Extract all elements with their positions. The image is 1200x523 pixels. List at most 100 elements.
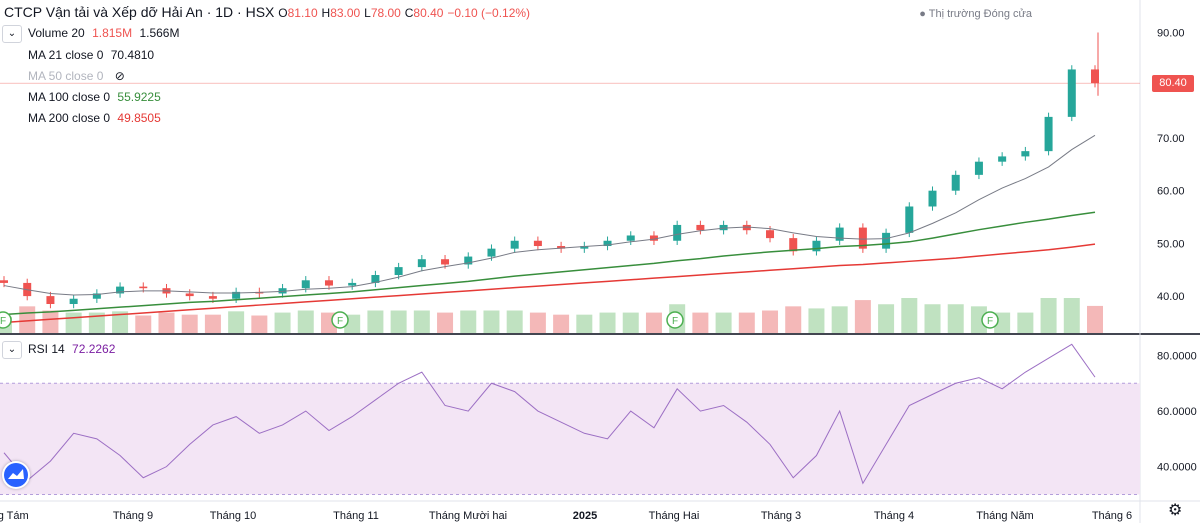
candle-body xyxy=(69,298,78,305)
chart-header: CTCP Vận tải và Xếp dỡ Hải An · 1D · HSX… xyxy=(4,4,530,20)
high-label: H xyxy=(321,6,331,20)
ma100-label: MA 100 close 0 xyxy=(28,90,111,104)
financials-marker-label: F xyxy=(337,316,343,327)
low-value: 78.00 xyxy=(370,6,401,20)
volume-bar xyxy=(506,310,523,333)
candle-body xyxy=(92,293,101,299)
volume-bar xyxy=(808,308,825,333)
ma50-legend[interactable]: MA 50 close 0 ⊘ xyxy=(28,69,125,83)
settings-gear-icon[interactable]: ⚙ xyxy=(1168,502,1183,519)
volume-bar xyxy=(622,312,639,333)
volume-bar xyxy=(1087,305,1103,333)
symbol-title: CTCP Vận tải và Xếp dỡ Hải An · 1D · HSX xyxy=(4,4,275,20)
candle-body xyxy=(487,248,496,257)
volume-bar xyxy=(204,314,221,333)
volume-bar xyxy=(181,314,198,333)
candle-body xyxy=(232,291,241,299)
candle-body xyxy=(673,224,682,241)
volume-bar xyxy=(297,310,314,333)
volume-bar xyxy=(1017,312,1034,333)
financials-marker-icon xyxy=(981,311,999,329)
hidden-eye-icon[interactable]: ⊘ xyxy=(114,69,125,83)
candle-body xyxy=(951,174,960,191)
collapse-rsi-button[interactable]: ⌄ xyxy=(2,341,22,359)
close-label: C xyxy=(404,6,414,20)
price-tick-label: 40.00 xyxy=(1157,291,1185,303)
financials-marker-icon xyxy=(331,311,349,329)
candle-body xyxy=(394,267,403,276)
volume-bar xyxy=(738,312,755,333)
collapse-legend-button[interactable]: ⌄ xyxy=(2,25,22,43)
logo-icon xyxy=(4,463,28,487)
time-tick-label: Tháng Mười hai xyxy=(429,510,507,522)
candle-body xyxy=(116,286,125,294)
ma100-line xyxy=(3,211,1096,316)
candle-body xyxy=(324,280,333,286)
volume-bar xyxy=(19,306,36,333)
candle-body xyxy=(580,246,589,249)
volume-bar xyxy=(135,315,152,333)
volume-bar xyxy=(854,300,871,333)
candle-body xyxy=(812,240,821,252)
ma200-label: MA 200 close 0 xyxy=(28,111,111,125)
last-price-tag: 80.40 xyxy=(1152,75,1194,93)
candle-body xyxy=(928,190,937,207)
rsi-band xyxy=(0,383,1140,495)
time-tick-label: 2025 xyxy=(573,510,597,522)
candle-body xyxy=(1044,116,1053,152)
volume-bar xyxy=(715,312,732,333)
volume-bar xyxy=(42,310,59,333)
candle-body xyxy=(464,256,473,265)
time-tick-label: Tháng 6 xyxy=(1092,510,1132,522)
volume-bar xyxy=(65,312,82,333)
candle-body xyxy=(789,238,798,252)
candle-body xyxy=(905,206,914,233)
volume-bar xyxy=(437,312,454,333)
candle-body xyxy=(719,224,728,231)
volume-bar xyxy=(158,312,175,333)
volume-bar xyxy=(831,306,848,333)
ma200-legend[interactable]: MA 200 close 0 49.8505 xyxy=(28,111,161,125)
volume-bar xyxy=(367,310,384,333)
volume-bar xyxy=(228,311,245,333)
candle-body xyxy=(626,235,635,241)
volume-bar xyxy=(1040,298,1057,333)
open-value: 81.10 xyxy=(287,6,318,20)
volume-bar xyxy=(970,306,987,333)
volume-bar xyxy=(460,310,477,333)
low-label: L xyxy=(364,6,371,20)
time-tick-label: Tháng 4 xyxy=(874,510,914,522)
price-tick-label: 90.00 xyxy=(1157,28,1185,40)
volume-bar xyxy=(645,312,662,333)
financials-marker-icon xyxy=(0,311,12,329)
time-tick-label: Tháng 11 xyxy=(333,510,379,522)
price-tick-label: 70.00 xyxy=(1157,133,1185,145)
financials-marker-icon xyxy=(666,311,684,329)
change-value: −0.10 (−0.12%) xyxy=(447,6,531,20)
time-tick-label: Tháng Hai xyxy=(649,510,700,522)
ma21-legend[interactable]: MA 21 close 0 70.4810 xyxy=(28,48,154,62)
volume-legend[interactable]: Volume 20 1.815M 1.566M xyxy=(28,26,179,40)
rsi-value: 72.2262 xyxy=(72,342,116,356)
volume-value-1: 1.815M xyxy=(92,26,133,40)
candle-body xyxy=(371,275,380,283)
volume-bar xyxy=(924,304,941,333)
time-tick-label: Tháng 10 xyxy=(210,510,256,522)
time-tick-label: Tháng Năm xyxy=(976,510,1033,522)
candle-body xyxy=(301,280,310,289)
ma100-legend[interactable]: MA 100 close 0 55.9225 xyxy=(28,90,161,104)
volume-bar xyxy=(529,312,546,333)
candle-body xyxy=(974,161,983,175)
tradingview-logo[interactable] xyxy=(2,461,30,489)
candle-body xyxy=(1067,69,1076,117)
financials-marker-label: F xyxy=(0,316,6,327)
rsi-tick-label: 40.0000 xyxy=(1157,462,1197,474)
candle-body xyxy=(858,227,867,249)
volume-bar xyxy=(576,314,593,333)
volume-bar xyxy=(112,311,129,333)
volume-bar xyxy=(947,304,964,333)
candle-body xyxy=(649,235,658,241)
rsi-legend[interactable]: RSI 14 72.2262 xyxy=(28,342,115,356)
volume-bar xyxy=(901,298,918,333)
